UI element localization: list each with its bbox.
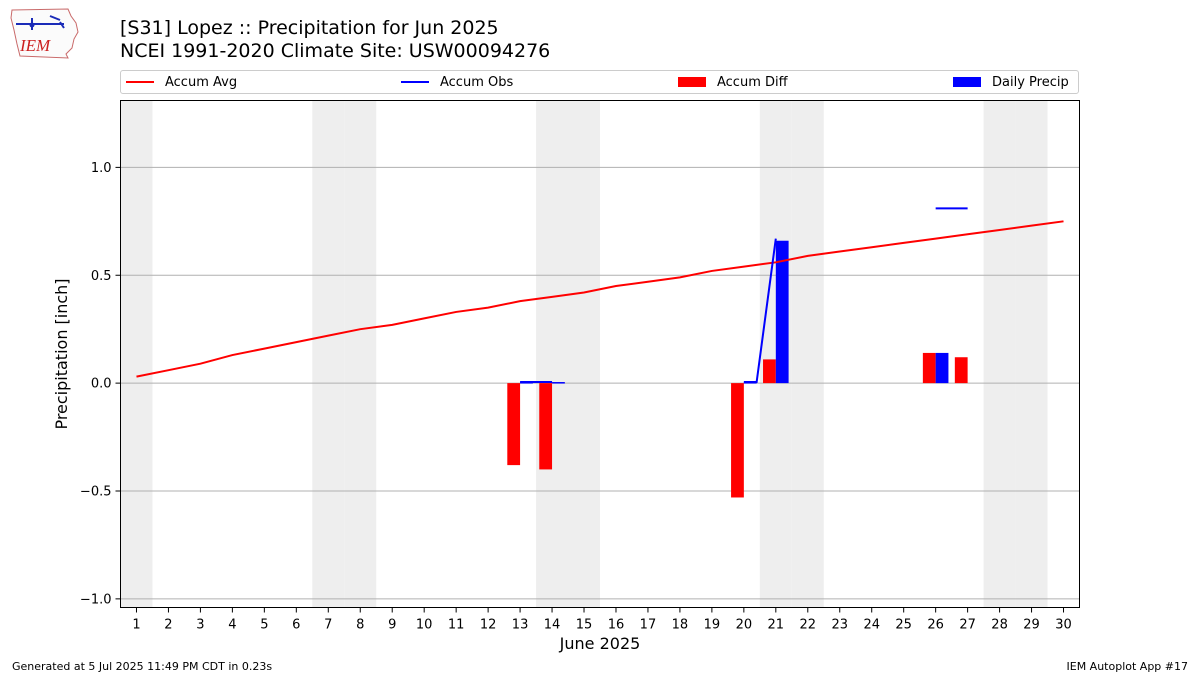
iem-logo: IEM xyxy=(10,8,79,59)
x-tick-label: 6 xyxy=(292,618,300,633)
accum-diff-bar xyxy=(763,359,776,384)
x-tick-label: 14 xyxy=(544,618,561,633)
x-tick-label: 8 xyxy=(356,618,364,633)
x-tick-label: 11 xyxy=(448,618,465,633)
legend-swatch-daily-precip xyxy=(953,77,981,87)
x-tick-label: 27 xyxy=(959,618,976,633)
x-tick-label: 2 xyxy=(164,618,172,633)
legend: Accum Avg Accum Obs Accum Diff Daily Pre… xyxy=(120,70,1079,94)
x-tick-label: 28 xyxy=(991,618,1008,633)
x-tick-label: 29 xyxy=(1023,618,1040,633)
x-tick-label: 25 xyxy=(895,618,912,633)
weekend-shade xyxy=(312,100,345,608)
chart-subtitle: NCEI 1991-2020 Climate Site: USW00094276 xyxy=(120,40,551,62)
weekend-shade xyxy=(983,100,1016,608)
y-tick-label: −0.5 xyxy=(80,484,112,499)
x-tick-label: 10 xyxy=(416,618,433,633)
x-axis-label: June 2025 xyxy=(559,634,641,653)
weekend-shade xyxy=(120,100,153,608)
plot-frame xyxy=(120,100,1080,608)
x-tick-label: 30 xyxy=(1055,618,1072,633)
legend-swatch-accum-avg xyxy=(126,81,154,83)
accum-diff-bar xyxy=(539,383,553,470)
legend-item-accum-avg: Accum Avg xyxy=(126,71,237,93)
x-tick-label: 4 xyxy=(228,618,236,633)
accum-diff-bar xyxy=(954,357,968,384)
weekend-shade xyxy=(1015,100,1048,608)
x-tick-label: 15 xyxy=(576,618,593,633)
legend-item-accum-obs: Accum Obs xyxy=(401,71,513,93)
daily-precip-bar xyxy=(935,352,949,384)
x-tick-label: 18 xyxy=(672,618,689,633)
legend-swatch-accum-diff xyxy=(678,77,706,87)
accum-diff-bar xyxy=(922,352,936,384)
y-tick-label: 0.0 xyxy=(91,377,112,392)
accum-diff-bar xyxy=(731,383,744,498)
x-tick-label: 26 xyxy=(927,618,944,633)
x-tick-label: 17 xyxy=(640,618,657,633)
y-tick-label: −1.0 xyxy=(80,592,112,607)
legend-label-accum-diff: Accum Diff xyxy=(717,74,788,90)
chart-title: [S31] Lopez :: Precipitation for Jun 202… xyxy=(120,17,499,39)
accum-obs-line xyxy=(743,238,777,384)
weekend-shade xyxy=(536,100,569,608)
x-tick-label: 24 xyxy=(863,618,880,633)
daily-precip-bar xyxy=(552,382,565,384)
x-tick-label: 22 xyxy=(800,618,817,633)
x-tick-label: 5 xyxy=(260,618,268,633)
legend-swatch-accum-obs xyxy=(401,81,429,83)
legend-label-accum-obs: Accum Obs xyxy=(440,74,514,90)
x-tick-label: 23 xyxy=(831,618,848,633)
x-tick-label: 12 xyxy=(480,618,497,633)
weekend-shade xyxy=(791,100,824,608)
x-tick-label: 3 xyxy=(196,618,204,633)
x-tick-label: 21 xyxy=(768,618,785,633)
daily-precip-bar xyxy=(775,240,789,384)
legend-label-daily-precip: Daily Precip xyxy=(992,74,1069,90)
x-tick-label: 13 xyxy=(512,618,529,633)
logo-text: IEM xyxy=(19,36,51,55)
y-tick-label: 0.5 xyxy=(91,269,112,284)
footer-generated-time: Generated at 5 Jul 2025 11:49 PM CDT in … xyxy=(12,660,273,673)
y-axis-label: Precipitation [inch] xyxy=(52,278,71,429)
x-tick-label: 20 xyxy=(736,618,753,633)
x-tick-label: 16 xyxy=(608,618,625,633)
iowa-outline-icon xyxy=(10,8,79,59)
weekend-shade xyxy=(568,100,600,608)
legend-label-accum-avg: Accum Avg xyxy=(165,74,238,90)
accum-avg-line xyxy=(136,220,1064,378)
legend-item-daily-precip: Daily Precip xyxy=(953,71,1069,93)
x-tick-label: 1 xyxy=(132,618,140,633)
legend-item-accum-diff: Accum Diff xyxy=(678,71,788,93)
y-tick-label: 1.0 xyxy=(91,161,112,176)
footer-app-id: IEM Autoplot App #17 xyxy=(1066,660,1189,673)
weekend-shade xyxy=(344,100,377,608)
x-tick-label: 9 xyxy=(388,618,396,633)
x-tick-label: 7 xyxy=(324,618,332,633)
x-tick-label: 19 xyxy=(704,618,721,633)
accum-diff-bar xyxy=(507,383,521,466)
